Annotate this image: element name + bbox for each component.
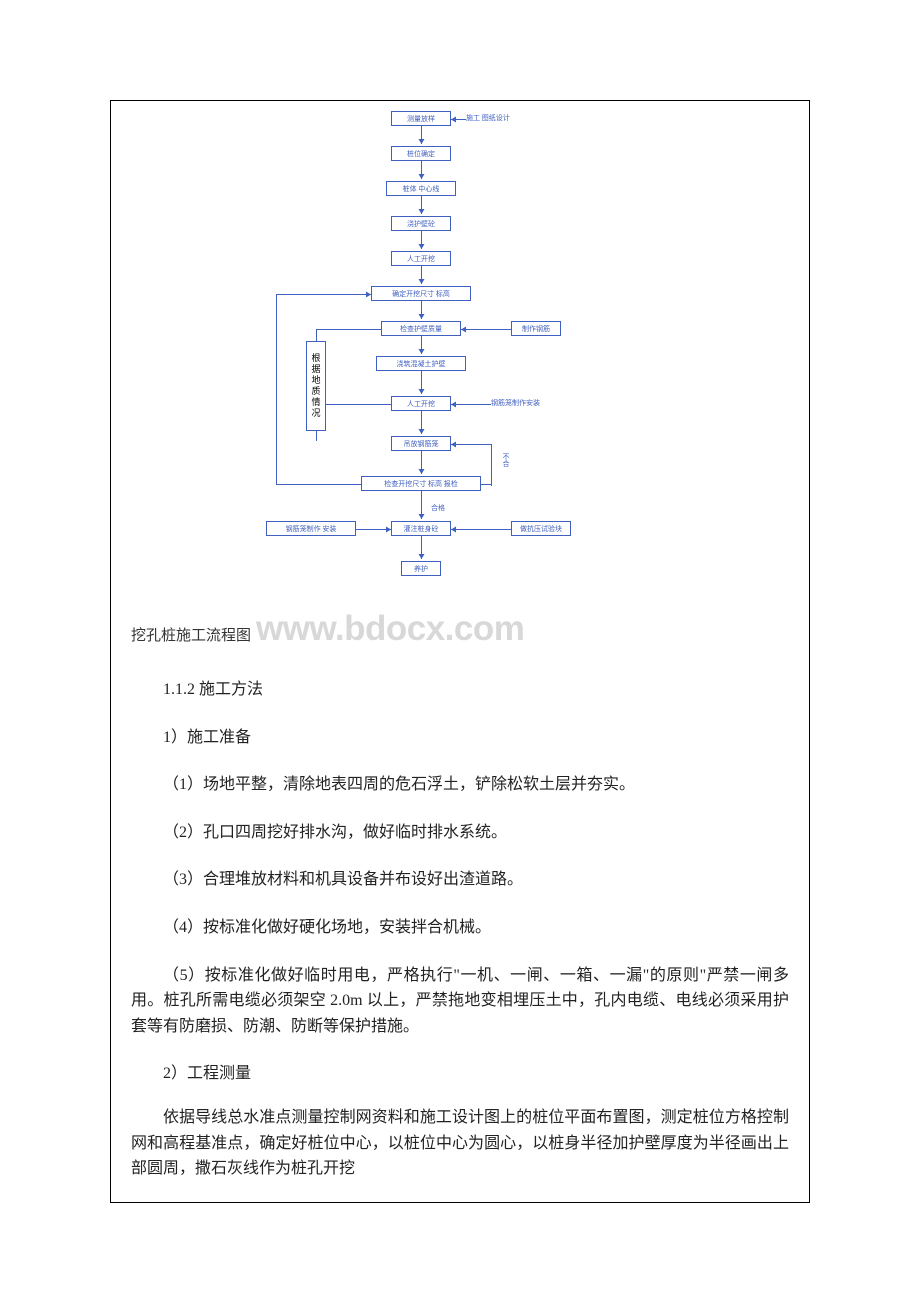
flowchart: 测量放样 施工 图纸设计 桩位确定 桩体 中心线 浇护壁砼 人工开挖 确定开挖尺… (231, 111, 789, 601)
flowchart-caption: 挖孔桩施工流程图 (131, 624, 251, 645)
node-side: 钢筋笼制作安装 (491, 398, 540, 408)
watermark: www.bdocx.com (256, 609, 524, 649)
page-frame: 测量放样 施工 图纸设计 桩位确定 桩体 中心线 浇护壁砼 人工开挖 确定开挖尺… (110, 100, 810, 1203)
node: 桩体 中心线 (386, 181, 456, 196)
node: 测量放样 (391, 111, 451, 126)
node: 钢筋笼制作 安装 (266, 521, 356, 536)
loop-label: 根据地质情况 (310, 353, 323, 419)
heading-prep: 1）施工准备 (131, 725, 789, 751)
node: 浇筑混凝土护壁 (376, 356, 466, 371)
node: 检查开挖尺寸 标高 报检 (361, 476, 481, 491)
node: 吊放钢筋笼 (391, 436, 451, 451)
node-side: 施工 图纸设计 (466, 113, 510, 123)
para: （4）按标准化做好硬化场地，安装拌合机械。 (131, 915, 789, 941)
node: 确定开挖尺寸 标高 (371, 286, 471, 301)
document-body: 1.1.2 施工方法 1）施工准备 （1）场地平整，清除地表四周的危石浮土，铲除… (131, 677, 789, 1182)
loop-condition: 根据地质情况 (306, 341, 326, 431)
node: 制作钢筋 (511, 321, 561, 336)
pass-label: 合格 (431, 503, 445, 513)
node: 检查护壁质量 (381, 321, 461, 336)
heading-survey: 2）工程测量 (131, 1061, 789, 1087)
node: 做抗压试验块 (511, 521, 571, 536)
para: 依据导线总水准点测量控制网资料和施工设计图上的桩位平面布置图，测定桩位方格控制网… (131, 1105, 789, 1182)
node: 桩位确定 (391, 146, 451, 161)
heading-112: 1.1.2 施工方法 (131, 677, 789, 703)
node: 浇护壁砼 (391, 216, 451, 231)
fail-label: 不合 (501, 453, 511, 467)
para: （5）按标准化做好临时用电，严格执行"一机、一闸、一箱、一漏"的原则"严禁一闸多… (131, 963, 789, 1040)
caption-row: 挖孔桩施工流程图 www.bdocx.com (131, 609, 789, 649)
node: 养护 (401, 561, 441, 576)
para: （3）合理堆放材料和机具设备并布设好出渣道路。 (131, 867, 789, 893)
node: 人工开挖 (391, 251, 451, 266)
para: （1）场地平整，清除地表四周的危石浮土，铲除松软土层并夯实。 (131, 772, 789, 798)
node: 人工开挖 (391, 396, 451, 411)
para: （2）孔口四周挖好排水沟，做好临时排水系统。 (131, 820, 789, 846)
node: 灌注桩身砼 (391, 521, 451, 536)
